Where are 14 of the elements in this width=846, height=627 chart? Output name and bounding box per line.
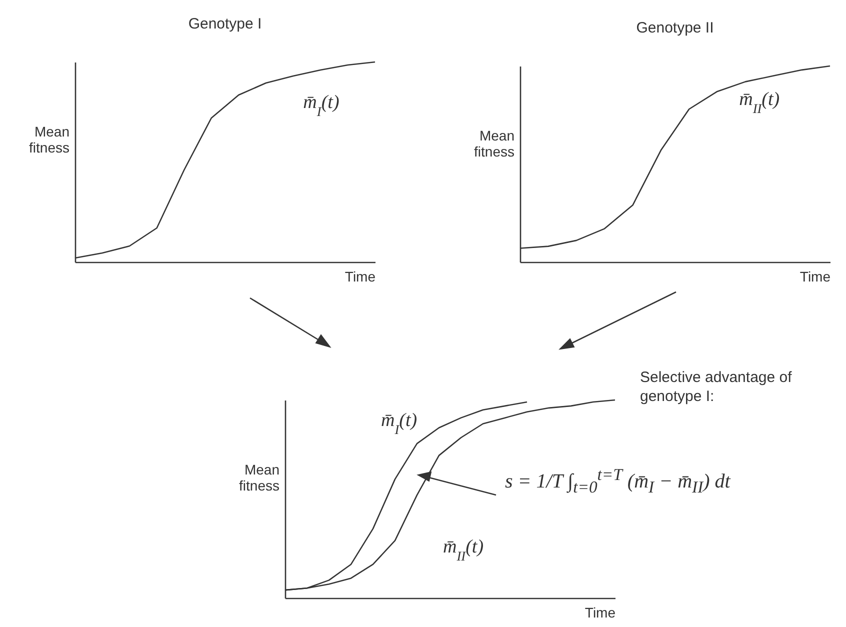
chart-title: Genotype I (188, 15, 262, 32)
annotation: s = 1/T ∫$_{t=0}$$^{t=T}$ (m̄$_{I}$ − m̄$_{II}$) dt (505, 465, 730, 498)
series-label: m̄$_{II}$(t) (739, 89, 780, 116)
y-axis-title: Mean fitness (29, 124, 70, 156)
chart-title: Genotype II (636, 19, 714, 36)
y-axis-title: Mean fitness (239, 462, 280, 494)
text: m̄$_{II}$(t) (443, 536, 484, 564)
text: Selective advantage of genotype I: (640, 368, 793, 406)
x-axis-title: Time (800, 268, 831, 284)
y-axis-title: Mean fitness (474, 128, 514, 160)
series-label: m̄$_{I}$(t) (303, 92, 340, 118)
x-axis-title: Time (584, 604, 616, 620)
x-axis-title: Time (344, 268, 376, 284)
series-label: m̄$_{I}$(t) (381, 410, 418, 436)
